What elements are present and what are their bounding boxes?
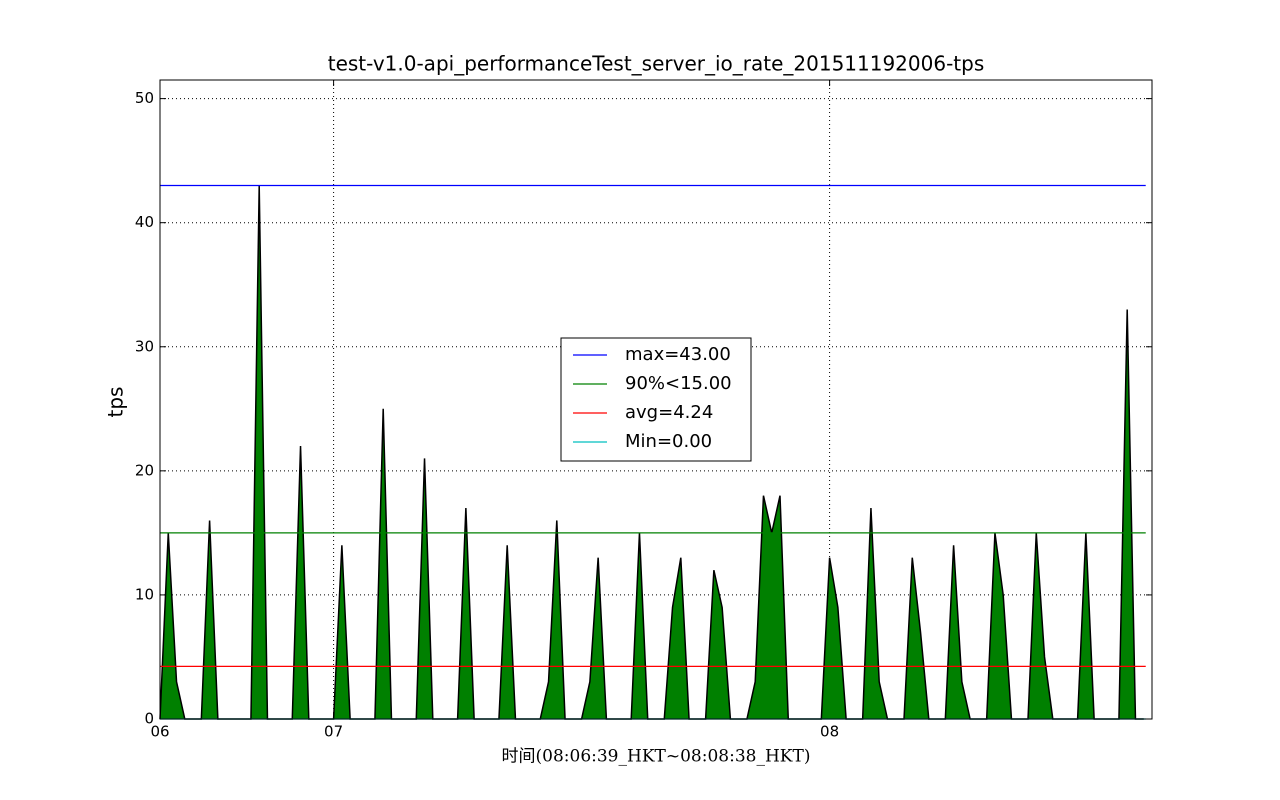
x-tick-label: 07 <box>324 723 343 741</box>
legend-label: avg=4.24 <box>625 402 713 423</box>
y-tick-label: 50 <box>135 89 154 107</box>
y-tick-label: 30 <box>135 337 154 355</box>
x-axis-label: 时间(08:06:39_HKT~08:08:38_HKT) <box>502 747 811 767</box>
y-tick-label: 40 <box>135 213 154 231</box>
plot-frame <box>159 79 1153 720</box>
y-tick-label: 10 <box>135 585 154 603</box>
legend-box <box>560 337 752 462</box>
chart-title: test-v1.0-api_performanceTest_server_io_… <box>328 52 985 76</box>
y-axis-label: tps <box>104 387 128 418</box>
y-tick-label: 0 <box>144 710 154 728</box>
legend-label: Min=0.00 <box>625 431 712 452</box>
x-tick-label: 06 <box>150 723 169 741</box>
legend-label: 90%<15.00 <box>625 373 732 394</box>
x-tick-label: 08 <box>820 723 839 741</box>
legend-label: max=43.00 <box>625 344 731 365</box>
y-tick-label: 20 <box>135 461 154 479</box>
